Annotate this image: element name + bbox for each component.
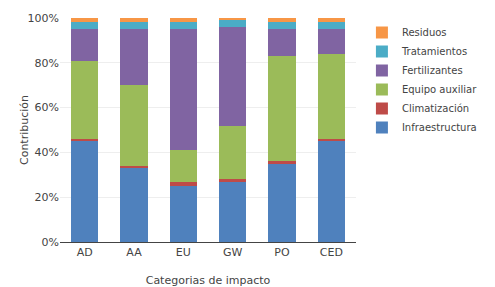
svg-text:Residuos: Residuos [402, 27, 447, 38]
svg-text:20%: 20% [35, 191, 59, 204]
svg-text:AA: AA [126, 246, 142, 259]
svg-text:60%: 60% [35, 101, 59, 114]
svg-text:40%: 40% [35, 146, 59, 159]
svg-text:Fertilizantes: Fertilizantes [402, 65, 463, 76]
svg-text:Climatización: Climatización [402, 103, 469, 114]
svg-text:GW: GW [223, 246, 243, 259]
svg-text:AD: AD [77, 246, 93, 259]
svg-text:100%: 100% [28, 12, 59, 25]
svg-text:0%: 0% [42, 236, 59, 249]
svg-text:Tratamientos: Tratamientos [401, 46, 467, 57]
svg-text:EU: EU [176, 246, 191, 259]
svg-text:Infraestructura: Infraestructura [402, 122, 477, 133]
svg-text:CED: CED [320, 246, 343, 259]
svg-text:80%: 80% [35, 57, 59, 70]
svg-text:Contribución: Contribución [18, 95, 31, 165]
svg-text:PO: PO [274, 246, 290, 259]
svg-text:Equipo auxiliar: Equipo auxiliar [402, 84, 477, 95]
svg-text:Categorias de impacto: Categorias de impacto [146, 274, 271, 287]
